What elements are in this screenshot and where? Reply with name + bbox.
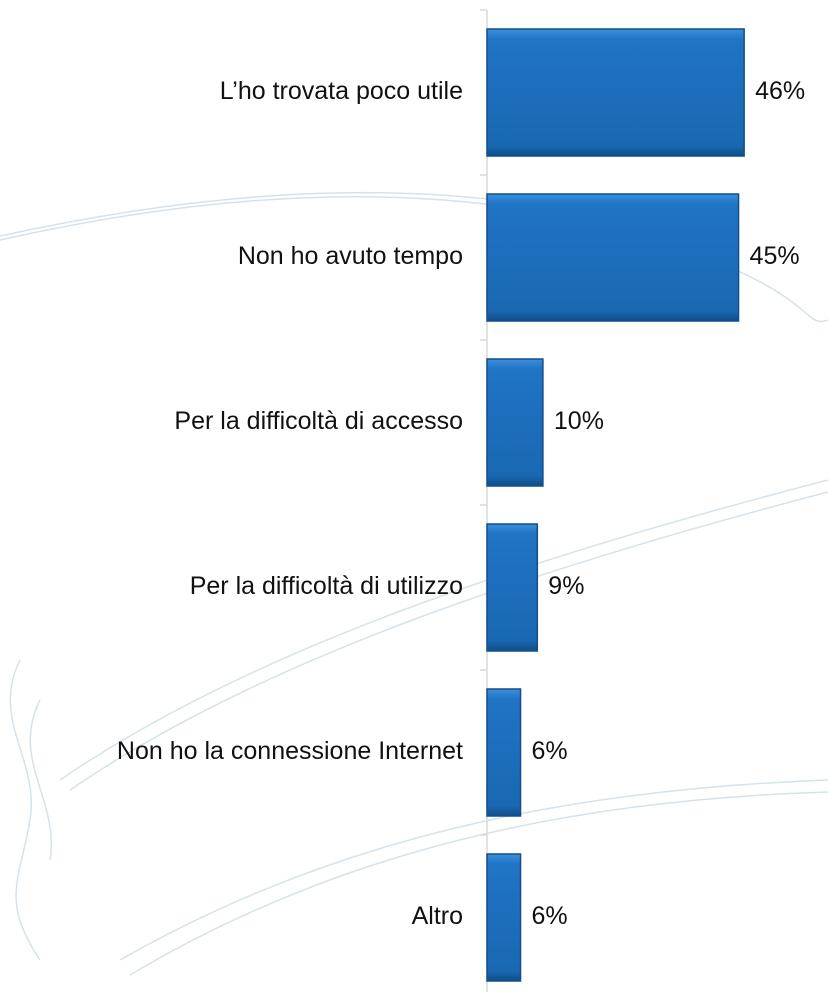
bar [486,523,539,652]
data-label: 6% [532,737,568,765]
category-label: Non ho la connessione Internet [117,737,463,765]
background-swirls [0,191,828,976]
category-label: Altro [412,902,463,930]
bar [486,853,522,982]
category-label: Per la difficoltà di accesso [174,407,463,435]
data-label: 45% [750,242,800,270]
bar [486,28,745,157]
category-label: L’ho trovata poco utile [220,77,463,105]
category-separators [480,9,487,836]
bar [486,358,544,487]
category-label: Non ho avuto tempo [238,242,463,270]
data-label: 10% [554,407,604,435]
category-label: Per la difficoltà di utilizzo [190,572,463,600]
bar [486,688,522,817]
data-label: 9% [548,572,584,600]
data-label: 6% [532,902,568,930]
bar [486,193,740,322]
data-label: 46% [755,77,805,105]
